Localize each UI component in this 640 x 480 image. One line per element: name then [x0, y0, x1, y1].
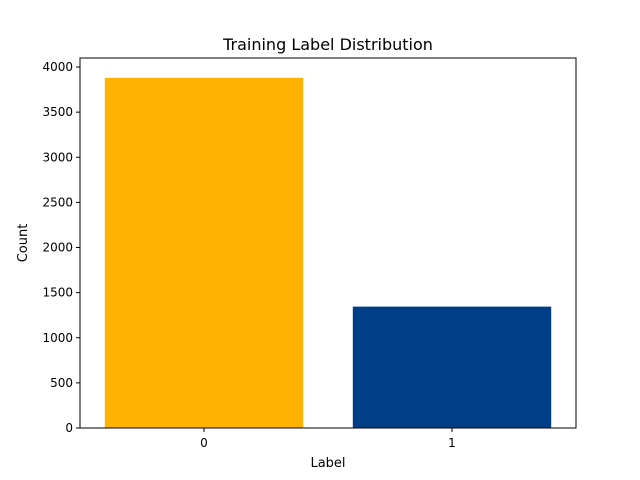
y-tick-label-500: 500: [50, 376, 73, 390]
bar-1: [352, 306, 552, 428]
x-tick-label-0: 0: [200, 436, 208, 450]
y-tick-label-3000: 3000: [42, 150, 73, 164]
y-tick-label-3500: 3500: [42, 105, 73, 119]
y-tick-label-4000: 4000: [42, 60, 73, 74]
y-tick-label-2000: 2000: [42, 241, 73, 255]
bar-0: [104, 77, 304, 428]
y-tick-label-1000: 1000: [42, 331, 73, 345]
bars-group: [104, 77, 552, 428]
y-tick-label-2500: 2500: [42, 195, 73, 209]
chart-title: Training Label Distribution: [222, 35, 433, 54]
y-tick-label-1500: 1500: [42, 286, 73, 300]
x-axis-label: Label: [310, 456, 345, 471]
y-axis-label: Count: [16, 224, 31, 263]
plot-frame: [79, 57, 577, 429]
y-axis: 0 500 1000 1500 2000 2500 3000 3500 4000: [42, 60, 80, 435]
x-tick-label-1: 1: [448, 436, 456, 450]
y-tick-label-0: 0: [65, 421, 73, 435]
